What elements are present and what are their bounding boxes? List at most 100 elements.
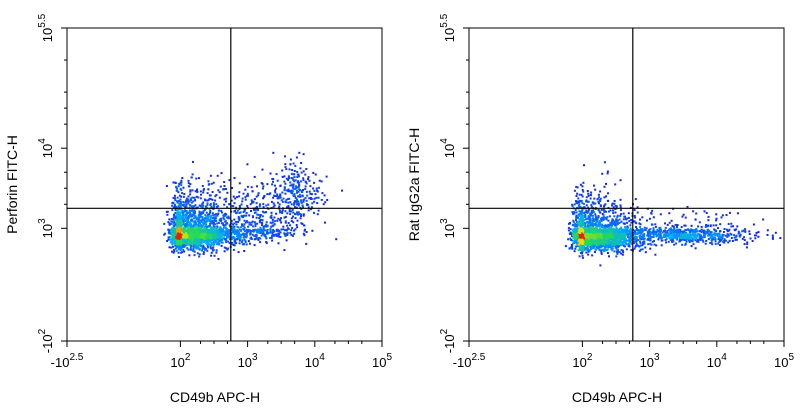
event-dot	[222, 214, 225, 217]
event-dot	[185, 223, 188, 226]
event-dot	[584, 214, 587, 216]
event-dot	[579, 183, 582, 186]
event-dot	[191, 196, 194, 199]
event-dot	[189, 189, 192, 192]
event-dot	[292, 185, 295, 188]
event-dot	[226, 206, 229, 209]
event-dot	[589, 197, 592, 200]
event-dot	[201, 185, 204, 187]
event-dot	[168, 246, 171, 249]
event-dot	[296, 170, 299, 173]
event-dot	[600, 224, 603, 227]
event-dot	[203, 208, 206, 211]
event-dot	[621, 242, 624, 245]
event-dot	[302, 213, 305, 216]
event-dot	[193, 246, 196, 248]
event-dot	[196, 220, 199, 223]
event-dot	[277, 234, 280, 237]
event-dot	[597, 223, 600, 226]
event-dot	[271, 234, 273, 237]
event-dot	[243, 234, 246, 237]
event-dot	[217, 221, 220, 224]
event-dot	[571, 242, 574, 245]
event-dot	[203, 247, 206, 250]
event-dot	[189, 232, 192, 235]
event-dot	[219, 226, 222, 229]
event-dot	[168, 218, 171, 221]
event-dot	[185, 218, 188, 221]
event-dot	[594, 214, 597, 217]
event-dot	[199, 236, 202, 239]
event-dot	[583, 215, 586, 218]
event-dot	[218, 237, 221, 240]
event-dot	[173, 215, 176, 218]
event-dot	[272, 151, 275, 154]
event-dot	[639, 248, 642, 251]
event-dot	[286, 206, 288, 209]
event-dot	[184, 206, 186, 209]
event-dot	[586, 224, 589, 227]
event-dot	[262, 232, 264, 235]
event-dot	[287, 188, 290, 191]
event-dot	[597, 193, 600, 196]
event-dot	[187, 248, 190, 251]
event-dot	[213, 239, 216, 242]
event-dot	[588, 207, 591, 210]
event-dot	[296, 186, 299, 189]
event-dot	[244, 240, 247, 243]
event-dot	[594, 235, 597, 238]
event-dot	[600, 219, 603, 222]
event-dot	[193, 223, 196, 226]
event-dot	[258, 205, 261, 208]
event-dot	[215, 249, 218, 252]
event-dot	[599, 264, 602, 267]
event-dot	[245, 231, 248, 234]
event-dot	[295, 224, 298, 226]
event-dot	[221, 232, 224, 235]
event-dot	[176, 240, 179, 243]
event-dot	[270, 211, 273, 214]
event-dot	[618, 221, 621, 224]
event-dot	[208, 213, 211, 216]
event-dot	[195, 223, 197, 226]
event-dot	[281, 212, 284, 214]
event-dot	[177, 223, 180, 226]
event-dot	[202, 204, 205, 207]
event-dot	[180, 240, 183, 243]
event-dot	[292, 221, 295, 224]
event-dot	[567, 226, 570, 229]
event-dot	[612, 206, 615, 209]
event-dot	[574, 209, 577, 211]
event-dot	[210, 241, 213, 244]
event-dot	[182, 233, 185, 236]
event-dot	[293, 200, 296, 203]
event-dot	[175, 249, 178, 252]
event-dot	[267, 231, 270, 234]
event-dot	[189, 248, 192, 251]
event-dot	[182, 243, 185, 246]
event-dot	[289, 158, 292, 161]
event-dot	[167, 238, 170, 241]
event-dot	[291, 186, 294, 189]
event-dot	[283, 249, 286, 252]
event-dot	[187, 185, 190, 188]
event-dot	[179, 245, 182, 248]
event-dot	[182, 221, 185, 224]
event-dot	[579, 249, 582, 251]
event-dot	[285, 232, 288, 235]
event-dot	[180, 179, 183, 182]
event-dot	[313, 211, 315, 214]
event-dot	[260, 234, 263, 237]
event-dot	[249, 233, 252, 236]
event-dot	[264, 233, 267, 236]
event-dot	[205, 223, 207, 226]
event-dot	[275, 228, 278, 231]
event-dot	[230, 231, 233, 234]
event-dot	[594, 242, 597, 245]
event-dot	[184, 216, 187, 219]
event-dot	[217, 205, 219, 208]
event-dot	[283, 232, 286, 235]
event-dot	[204, 220, 207, 223]
event-dot	[206, 244, 209, 247]
event-dot	[577, 200, 580, 203]
